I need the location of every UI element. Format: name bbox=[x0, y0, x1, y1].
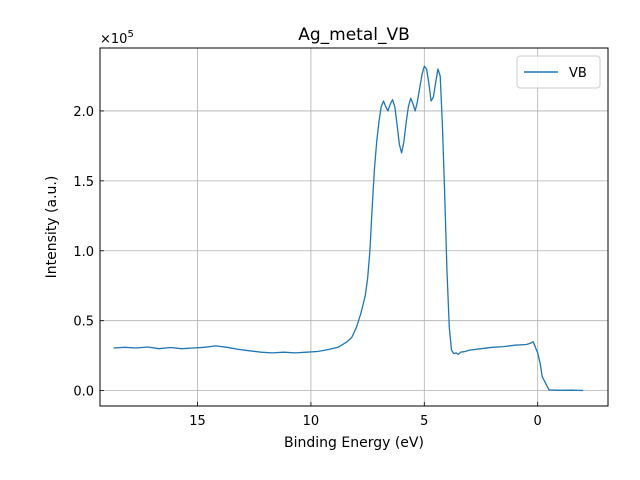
y-axis-multiplier-base: ×10 bbox=[100, 32, 127, 47]
legend: VB bbox=[516, 55, 601, 89]
legend-box bbox=[516, 55, 601, 89]
x-axis-label: Binding Energy (eV) bbox=[284, 435, 424, 451]
series-layer bbox=[113, 65, 584, 392]
y-tick-label: 1.0 bbox=[73, 245, 94, 260]
chart-title: Ag_metal_VB bbox=[298, 25, 410, 45]
y-tick-label: 1.5 bbox=[73, 175, 94, 190]
axis-ticks: 15 10 5 0 0.0 0.5 1.0 1.5 2.0 bbox=[73, 105, 542, 429]
grid bbox=[100, 48, 608, 406]
series-line-vb bbox=[113, 65, 584, 392]
y-axis-label: Intensity (a.u.) bbox=[44, 176, 60, 279]
y-tick-label: 0.5 bbox=[73, 315, 94, 330]
y-axis-multiplier: ×105 bbox=[100, 29, 134, 47]
x-tick-label: 10 bbox=[303, 414, 320, 429]
legend-label-vb: VB bbox=[569, 66, 587, 81]
y-axis-multiplier-exponent: 5 bbox=[127, 29, 133, 40]
x-tick-label: 0 bbox=[534, 414, 542, 429]
y-tick-label: 2.0 bbox=[73, 105, 94, 120]
x-tick-label: 15 bbox=[189, 414, 206, 429]
x-tick-label: 5 bbox=[420, 414, 428, 429]
y-tick-label: 0.0 bbox=[73, 385, 94, 400]
plot-frame bbox=[99, 47, 609, 407]
